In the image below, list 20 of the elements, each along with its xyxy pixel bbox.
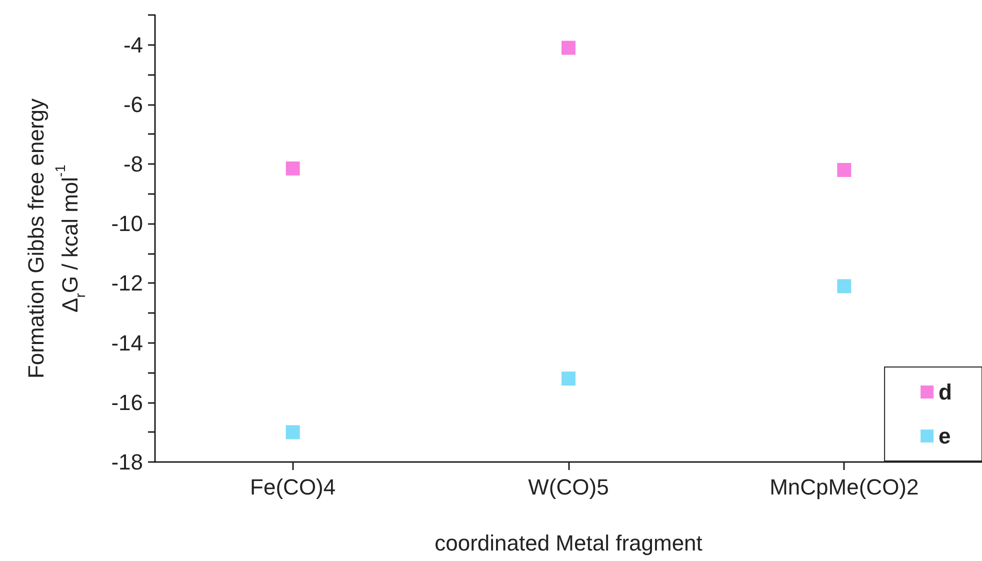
- point: [286, 161, 300, 176]
- y-tick-label: -14: [111, 330, 143, 356]
- x-tick-label: Fe(CO)4: [250, 474, 336, 500]
- x-axis-title: coordinated Metal fragment: [434, 530, 702, 556]
- x-tick-label: MnCpMe(CO)2: [770, 474, 919, 500]
- point: [286, 425, 300, 440]
- legend-label: e: [938, 424, 951, 448]
- y-tick-label: -12: [111, 270, 143, 296]
- y-tick-label: -4: [123, 32, 143, 58]
- legend-label: d: [938, 380, 952, 404]
- point: [837, 279, 852, 294]
- y-tick-label: -10: [111, 211, 143, 236]
- y-tick-label: -6: [123, 92, 143, 117]
- point: [562, 40, 576, 55]
- y-tick-label: -18: [111, 450, 143, 474]
- y-tick-label: -8: [123, 152, 143, 176]
- point: [837, 162, 852, 177]
- x-tick-label: W(CO)5: [528, 474, 609, 500]
- y-tick-label: -16: [111, 390, 143, 415]
- point: [562, 372, 576, 386]
